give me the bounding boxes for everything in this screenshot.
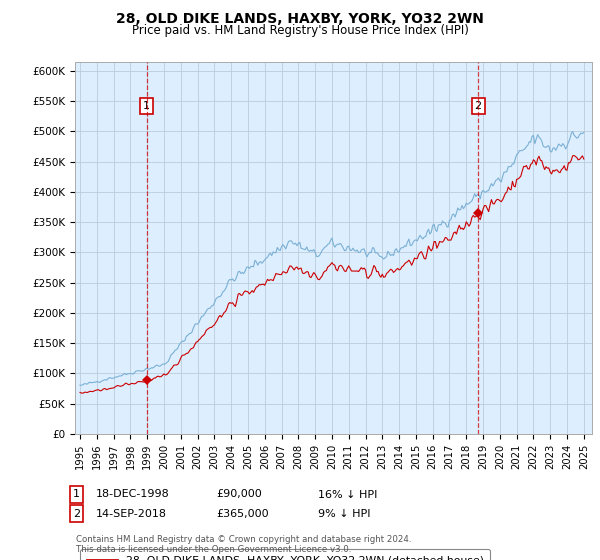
Text: 14-SEP-2018: 14-SEP-2018 xyxy=(96,508,167,519)
Text: 9% ↓ HPI: 9% ↓ HPI xyxy=(318,508,371,519)
Text: 1: 1 xyxy=(73,489,80,500)
Text: 2: 2 xyxy=(475,101,482,111)
Text: 16% ↓ HPI: 16% ↓ HPI xyxy=(318,489,377,500)
Text: £90,000: £90,000 xyxy=(216,489,262,500)
Text: Contains HM Land Registry data © Crown copyright and database right 2024.
This d: Contains HM Land Registry data © Crown c… xyxy=(76,535,412,554)
Text: 18-DEC-1998: 18-DEC-1998 xyxy=(96,489,170,500)
Text: 28, OLD DIKE LANDS, HAXBY, YORK, YO32 2WN: 28, OLD DIKE LANDS, HAXBY, YORK, YO32 2W… xyxy=(116,12,484,26)
Text: Price paid vs. HM Land Registry's House Price Index (HPI): Price paid vs. HM Land Registry's House … xyxy=(131,24,469,36)
Legend: 28, OLD DIKE LANDS, HAXBY, YORK, YO32 2WN (detached house), HPI: Average price, : 28, OLD DIKE LANDS, HAXBY, YORK, YO32 2W… xyxy=(80,549,490,560)
Text: 1: 1 xyxy=(143,101,150,111)
Text: £365,000: £365,000 xyxy=(216,508,269,519)
Text: 2: 2 xyxy=(73,508,80,519)
